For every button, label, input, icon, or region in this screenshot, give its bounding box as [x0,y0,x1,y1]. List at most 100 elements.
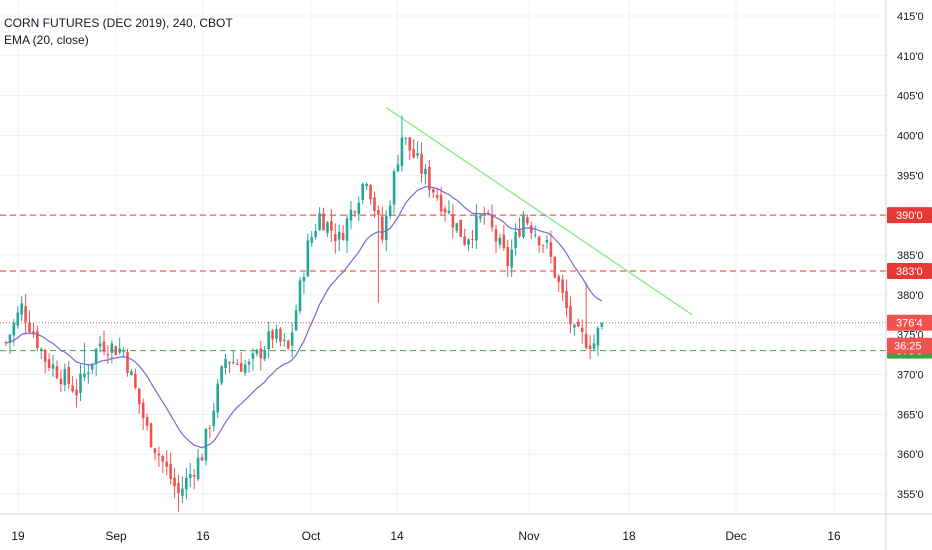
candle-body [384,215,388,241]
candle-body [565,291,568,309]
candle-body [43,349,47,362]
candle-body [353,211,357,213]
candle-body [51,364,55,369]
candle-body [24,306,27,323]
candle-body [345,218,349,241]
candle-body [341,233,345,240]
price-tick-label: 395'0 [897,170,924,182]
time-tick-label: 19 [11,529,25,543]
candle-body [188,474,192,478]
candle-body [377,209,380,216]
price-tick-label: 410'0 [897,51,924,63]
candle-body [243,364,247,374]
candle-body [557,276,561,282]
candle-body [271,330,274,340]
candle-body [208,427,212,429]
candle-body [90,363,94,370]
candle-body [141,402,145,419]
symbol-title: CORN FUTURES (DEC 2019), 240, CBOT [4,16,233,30]
candle-body [494,229,498,242]
candle-body [510,249,513,268]
ema-indicator-label[interactable]: EMA (20, close) [4,33,89,47]
candle-body [149,423,153,448]
candle-body [459,219,463,237]
price-tag [887,207,932,224]
candle-body [592,343,596,349]
candle-body [71,385,74,392]
candle-body [373,197,376,212]
candle-body [239,363,243,372]
candle-body [412,149,415,158]
candle-body [173,477,176,487]
price-tick-label: 415'0 [897,11,924,23]
candle-body [463,236,466,245]
candle-body [529,225,533,234]
candle-body [16,312,20,326]
candle-body [600,322,604,327]
candle-body [12,322,16,336]
candle-body [498,237,502,245]
candle-body [541,245,545,247]
countdown-label: 36:25 [894,341,922,353]
candle-body [20,303,23,315]
candle-body [181,488,184,496]
time-tick-label: 16 [827,529,841,543]
candle-body [114,346,118,355]
candle-body [235,363,239,365]
candle-body [83,373,86,377]
candle-body [137,388,141,405]
candle-body [522,215,525,237]
countdown-tag [887,337,932,354]
candle-body [388,205,392,216]
candle-body [420,153,423,174]
candle-body [212,410,216,427]
candle-body [549,242,553,257]
candle-body [322,213,325,231]
candle-body [455,223,459,231]
time-tick-label: 16 [196,529,210,543]
price-tick-label: 385'0 [897,250,924,262]
candle-body [177,483,180,494]
time-tick-label: Nov [518,529,539,543]
price-tag [887,262,932,279]
candle-body [259,348,263,359]
candle-body [333,234,337,242]
time-tick-label: Dec [725,529,746,543]
candle-body [196,457,200,480]
candle-body [553,256,557,278]
candle-body [204,428,208,461]
candle-body [467,239,470,245]
candle-body [369,185,372,200]
time-tick-label: Sep [105,529,127,543]
candle-body [283,339,286,341]
candle-body [326,222,329,233]
candle-body [471,238,474,240]
candle-body [533,234,537,236]
candle-body [514,232,517,249]
candle-body [580,327,584,332]
time-tick-label: 14 [390,529,404,543]
candle-body [122,350,125,352]
candle-body [28,322,31,332]
price-tag [887,314,932,331]
candle-body [165,461,169,467]
candle-body [290,332,294,346]
price-tick-label: 355'0 [897,489,924,501]
candle-body [490,214,494,228]
candle-body [63,369,67,386]
candle-body [192,474,196,477]
candle-body [361,183,365,200]
candle-body [435,195,439,198]
candle-body [584,333,588,348]
candle-body [416,153,419,156]
candle-body [569,305,572,325]
candle-body [161,455,165,462]
candle-body [381,216,384,240]
candle-body [216,383,219,413]
candle-body [286,340,290,349]
candle-body [130,371,133,376]
candle-body [169,463,172,480]
candle-body [255,349,259,354]
